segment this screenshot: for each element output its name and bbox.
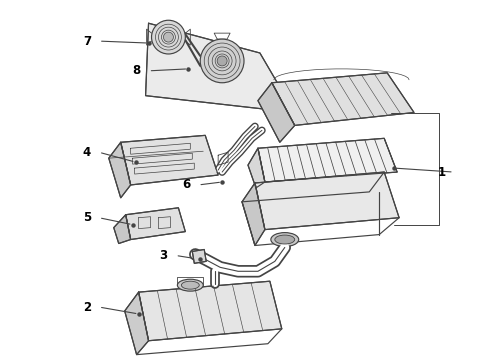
Polygon shape xyxy=(125,208,185,239)
Polygon shape xyxy=(121,135,218,185)
Text: 6: 6 xyxy=(182,179,190,192)
Ellipse shape xyxy=(177,279,203,291)
Text: 4: 4 xyxy=(83,146,91,159)
Text: 1: 1 xyxy=(438,166,446,179)
Polygon shape xyxy=(139,281,282,341)
Circle shape xyxy=(217,56,227,66)
Polygon shape xyxy=(109,142,131,198)
Polygon shape xyxy=(114,215,131,243)
Ellipse shape xyxy=(275,235,294,244)
Circle shape xyxy=(164,32,173,42)
Text: 3: 3 xyxy=(159,249,168,262)
Text: 2: 2 xyxy=(83,301,91,314)
Polygon shape xyxy=(124,292,148,355)
Polygon shape xyxy=(255,172,399,230)
Polygon shape xyxy=(242,183,265,246)
Text: 8: 8 xyxy=(132,64,141,77)
Ellipse shape xyxy=(271,233,299,247)
Text: 7: 7 xyxy=(83,35,91,48)
Polygon shape xyxy=(146,23,294,113)
Ellipse shape xyxy=(181,281,199,289)
Polygon shape xyxy=(192,249,206,264)
Text: 5: 5 xyxy=(83,211,91,224)
Polygon shape xyxy=(272,73,414,125)
Polygon shape xyxy=(258,138,397,182)
Polygon shape xyxy=(248,148,265,188)
Circle shape xyxy=(151,20,185,54)
Polygon shape xyxy=(258,83,294,142)
Circle shape xyxy=(200,39,244,83)
